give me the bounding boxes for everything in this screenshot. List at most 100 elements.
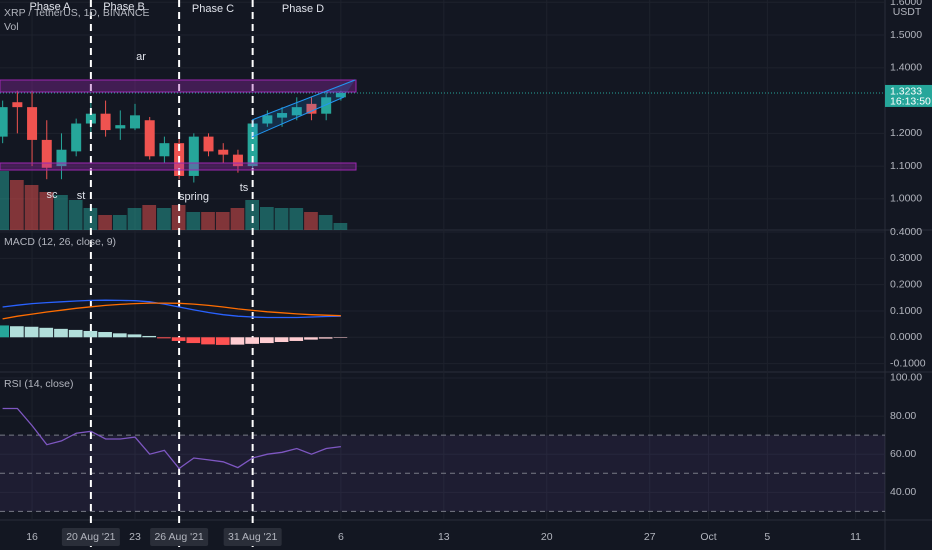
- volume-bar: [157, 208, 171, 230]
- macd-histogram-bar: [245, 337, 259, 344]
- macd-histogram-bar: [142, 335, 157, 338]
- currency: USDT: [893, 6, 922, 18]
- rsi-line: [2, 407, 341, 470]
- x-tick-label: 13: [438, 531, 450, 543]
- macd-histogram-bar: [318, 337, 333, 339]
- macd-histogram-bar: [289, 337, 304, 341]
- x-tick-label: 16: [26, 531, 38, 543]
- candle-body: [188, 136, 199, 176]
- volume-bar: [230, 208, 245, 230]
- volume-bar: [201, 212, 215, 230]
- x-tick-label: 23: [129, 531, 141, 543]
- macd-histogram-bar: [83, 330, 98, 338]
- volume-bar: [54, 195, 68, 230]
- candle-body: [203, 136, 214, 152]
- phase-label: Phase D: [282, 3, 324, 15]
- candle-body: [130, 115, 140, 129]
- x-label-box: [223, 528, 282, 546]
- macd-line: [2, 299, 341, 319]
- candle-body: [85, 113, 96, 124]
- channel: [252, 80, 355, 137]
- channel-bottom: [251, 96, 345, 138]
- y-tick-label: -0.1000: [890, 357, 926, 369]
- candle-body: [306, 103, 317, 114]
- candle-body: [262, 115, 273, 124]
- y-tick-label: 0.0000: [890, 331, 922, 343]
- y-tick-label: 80.00: [890, 410, 916, 422]
- x-tick-label: Oct: [700, 531, 716, 543]
- volume-bar: [304, 212, 318, 230]
- resistance-zone: [0, 79, 357, 93]
- macd-histogram-bar: [215, 337, 230, 345]
- y-tick-label: 1.0000: [890, 193, 922, 205]
- volume-title: Vol: [4, 21, 19, 33]
- candle-body: [71, 123, 82, 152]
- macd-histogram-bar: [157, 337, 171, 339]
- y-tick-label: 0.2000: [890, 278, 922, 290]
- candle-body: [12, 102, 23, 108]
- macd-histogram-bar: [171, 337, 186, 341]
- volume-bar: [215, 212, 230, 230]
- event-label: sc: [47, 189, 59, 201]
- macd-histogram-bar: [54, 328, 68, 338]
- macd-histogram-bar: [186, 337, 201, 344]
- macd-histogram-bar: [304, 337, 318, 340]
- candle-body: [115, 125, 126, 129]
- y-tick-label: 1.1000: [890, 160, 922, 172]
- macd-histogram-bar: [10, 326, 24, 338]
- x-label-box: [150, 528, 209, 546]
- x-tick-label: 31 Aug '21: [228, 531, 277, 543]
- candle-body: [159, 143, 170, 157]
- macd-histogram-bar: [0, 325, 9, 338]
- event-label: ar: [136, 51, 146, 63]
- candle-body: [27, 107, 38, 140]
- volume-bar: [98, 215, 112, 230]
- channel-top: [251, 79, 356, 121]
- x-tick-label: 5: [764, 531, 770, 543]
- last-price-box: [885, 84, 932, 107]
- macd-histogram-bar: [98, 332, 112, 338]
- macd-histogram-bar: [260, 337, 274, 344]
- volume-bar: [112, 215, 127, 230]
- y-tick-label: 1.6000: [890, 0, 922, 8]
- countdown: 16:13:50: [890, 96, 931, 108]
- candle-body: [56, 149, 67, 167]
- volume-bar: [10, 180, 24, 230]
- volume-bar: [318, 215, 333, 230]
- macd-histogram-bar: [201, 337, 215, 345]
- volume-bar: [127, 208, 142, 230]
- x-tick-label: 11: [850, 531, 861, 543]
- candle-body: [335, 92, 346, 98]
- volume-bar: [68, 200, 83, 230]
- candle-body: [291, 107, 302, 116]
- support-zone: [0, 162, 357, 171]
- y-tick-label: 60.00: [890, 448, 916, 460]
- volume-bar: [260, 207, 274, 230]
- phase-label: Phase B: [103, 1, 145, 13]
- volume-bar: [24, 185, 39, 230]
- phase-label: Phase A: [30, 1, 72, 13]
- volume-bar: [142, 205, 157, 230]
- macd-histogram-bar: [127, 334, 142, 338]
- volume-bar: [289, 208, 304, 230]
- x-label-box: [61, 528, 120, 546]
- annotations: Phase A Phase B Phase C Phase D ar sc st…: [30, 1, 325, 203]
- volume-bar: [333, 223, 348, 230]
- y-tick-label: 0.1000: [890, 305, 922, 317]
- macd-title: MACD (12, 26, close, 9): [4, 236, 116, 248]
- last-price-label: 1.3233: [890, 86, 922, 98]
- symbol-title: XRP / TetherUS, 1D, BINANCE: [4, 7, 150, 19]
- volume-bar: [245, 200, 259, 230]
- x-tick-label: 27: [644, 531, 656, 543]
- x-tick-label: 20: [541, 531, 553, 543]
- volume-bar: [274, 208, 289, 230]
- signal-line: [2, 302, 341, 320]
- macd-histogram-bar: [230, 337, 245, 345]
- macd-histogram-bar: [24, 326, 39, 338]
- y-tick-label: 1.4000: [890, 62, 922, 74]
- plot: [0, 0, 885, 550]
- phase-label: Phase C: [192, 3, 234, 15]
- macd-histogram-bar: [333, 337, 348, 338]
- macd-histogram-bar: [112, 333, 127, 338]
